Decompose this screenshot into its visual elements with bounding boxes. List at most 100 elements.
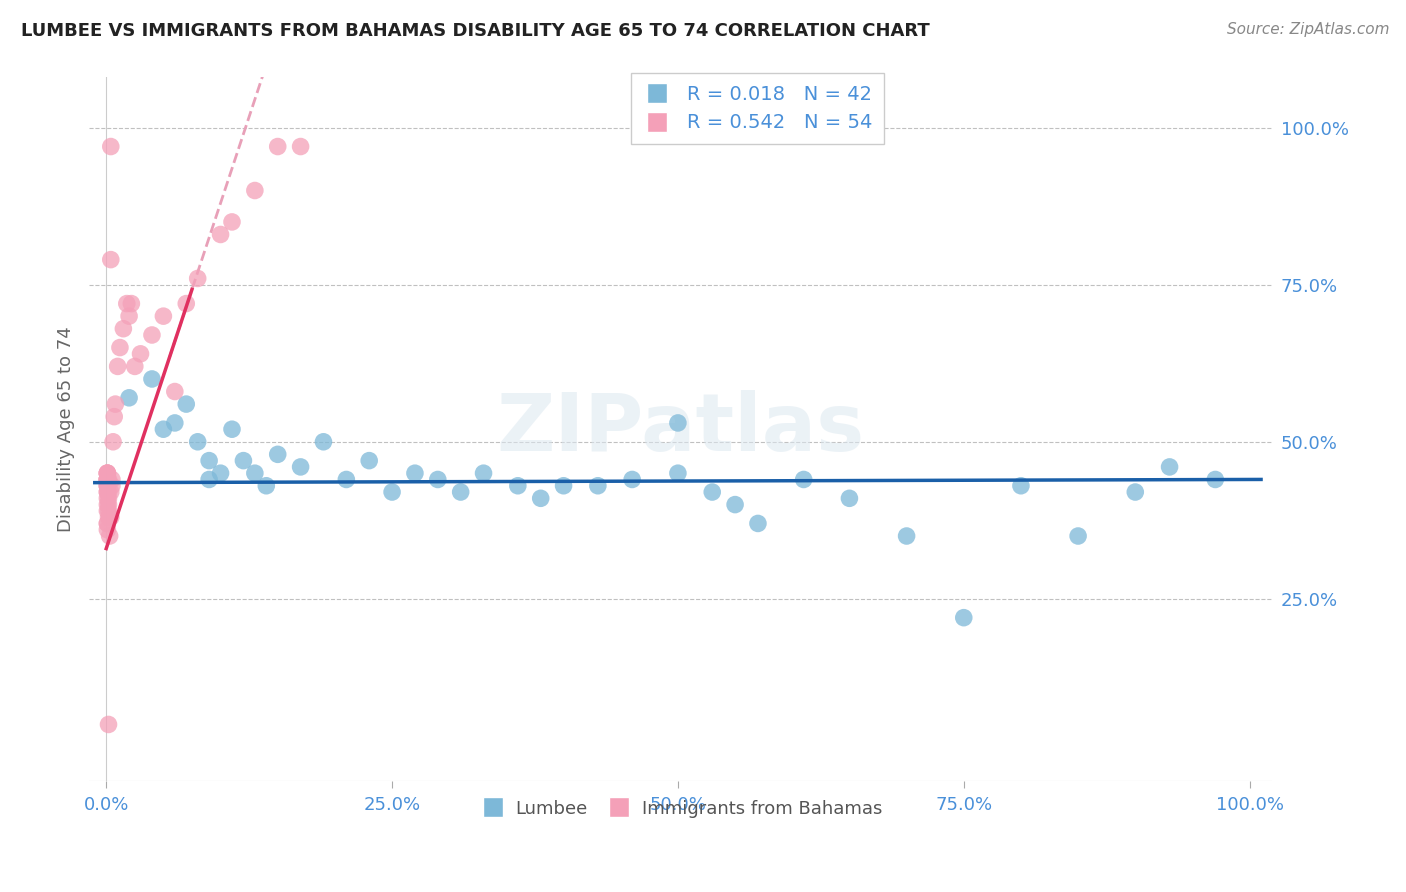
Point	[163, 384, 186, 399]
Text: LUMBEE VS IMMIGRANTS FROM BAHAMAS DISABILITY AGE 65 TO 74 CORRELATION CHART: LUMBEE VS IMMIGRANTS FROM BAHAMAS DISABI…	[21, 22, 929, 40]
Point	[838, 491, 860, 506]
Point	[107, 359, 129, 374]
Point	[103, 409, 125, 424]
Point	[243, 184, 266, 198]
Point	[124, 359, 146, 374]
Point	[96, 516, 118, 531]
Point	[96, 466, 118, 480]
Point	[100, 139, 122, 153]
Point	[450, 485, 472, 500]
Point	[120, 296, 142, 310]
Point	[1204, 473, 1226, 487]
Point	[118, 391, 141, 405]
Point	[96, 479, 118, 493]
Point	[187, 271, 209, 285]
Point	[254, 479, 277, 493]
Point	[96, 485, 118, 500]
Point	[96, 479, 118, 493]
Point	[747, 516, 769, 531]
Point	[96, 473, 118, 487]
Point	[96, 523, 118, 537]
Point	[952, 610, 974, 624]
Point	[97, 717, 120, 731]
Point	[1159, 459, 1181, 474]
Text: ZIPatlas: ZIPatlas	[496, 390, 865, 468]
Point	[1123, 485, 1146, 500]
Point	[506, 479, 529, 493]
Point	[530, 491, 553, 506]
Point	[1067, 529, 1090, 543]
Point	[96, 466, 118, 480]
Point	[97, 473, 120, 487]
Point	[198, 473, 221, 487]
Point	[209, 227, 232, 242]
Point	[381, 485, 404, 500]
Point	[666, 466, 689, 480]
Point	[426, 473, 449, 487]
Point	[267, 447, 290, 461]
Point	[96, 516, 118, 531]
Point	[98, 510, 121, 524]
Point	[96, 473, 118, 487]
Point	[97, 504, 120, 518]
Point	[97, 510, 120, 524]
Point	[96, 466, 118, 480]
Point	[232, 453, 254, 467]
Point	[96, 504, 118, 518]
Point	[359, 453, 381, 467]
Point	[96, 479, 118, 493]
Point	[141, 328, 163, 343]
Point	[702, 485, 724, 500]
Point	[100, 510, 122, 524]
Point	[96, 466, 118, 480]
Point	[586, 479, 609, 493]
Point	[104, 397, 127, 411]
Point	[97, 491, 120, 506]
Point	[209, 466, 232, 480]
Point	[129, 347, 152, 361]
Point	[267, 139, 290, 153]
Point	[1010, 479, 1032, 493]
Point	[290, 139, 312, 153]
Point	[312, 434, 335, 449]
Point	[793, 473, 815, 487]
Point	[96, 491, 118, 506]
Point	[100, 485, 122, 500]
Point	[896, 529, 918, 543]
Point	[97, 498, 120, 512]
Point	[553, 479, 575, 493]
Point	[221, 422, 243, 436]
Point	[97, 485, 120, 500]
Point	[198, 453, 221, 467]
Point	[174, 397, 197, 411]
Point	[724, 498, 747, 512]
Point	[101, 473, 124, 487]
Point	[404, 466, 426, 480]
Point	[96, 473, 118, 487]
Point	[96, 473, 118, 487]
Point	[152, 422, 174, 436]
Point	[141, 372, 163, 386]
Point	[221, 215, 243, 229]
Point	[101, 479, 124, 493]
Point	[290, 459, 312, 474]
Point	[108, 341, 131, 355]
Point	[115, 296, 138, 310]
Point	[112, 322, 135, 336]
Point	[472, 466, 495, 480]
Point	[666, 416, 689, 430]
Point	[621, 473, 644, 487]
Point	[101, 434, 124, 449]
Point	[98, 529, 121, 543]
Point	[152, 309, 174, 323]
Point	[96, 473, 118, 487]
Point	[96, 485, 118, 500]
Point	[96, 498, 118, 512]
Point	[174, 296, 197, 310]
Legend: Lumbee, Immigrants from Bahamas: Lumbee, Immigrants from Bahamas	[472, 792, 890, 825]
Point	[335, 473, 357, 487]
Text: Source: ZipAtlas.com: Source: ZipAtlas.com	[1226, 22, 1389, 37]
Y-axis label: Disability Age 65 to 74: Disability Age 65 to 74	[58, 326, 75, 533]
Point	[163, 416, 186, 430]
Point	[118, 309, 141, 323]
